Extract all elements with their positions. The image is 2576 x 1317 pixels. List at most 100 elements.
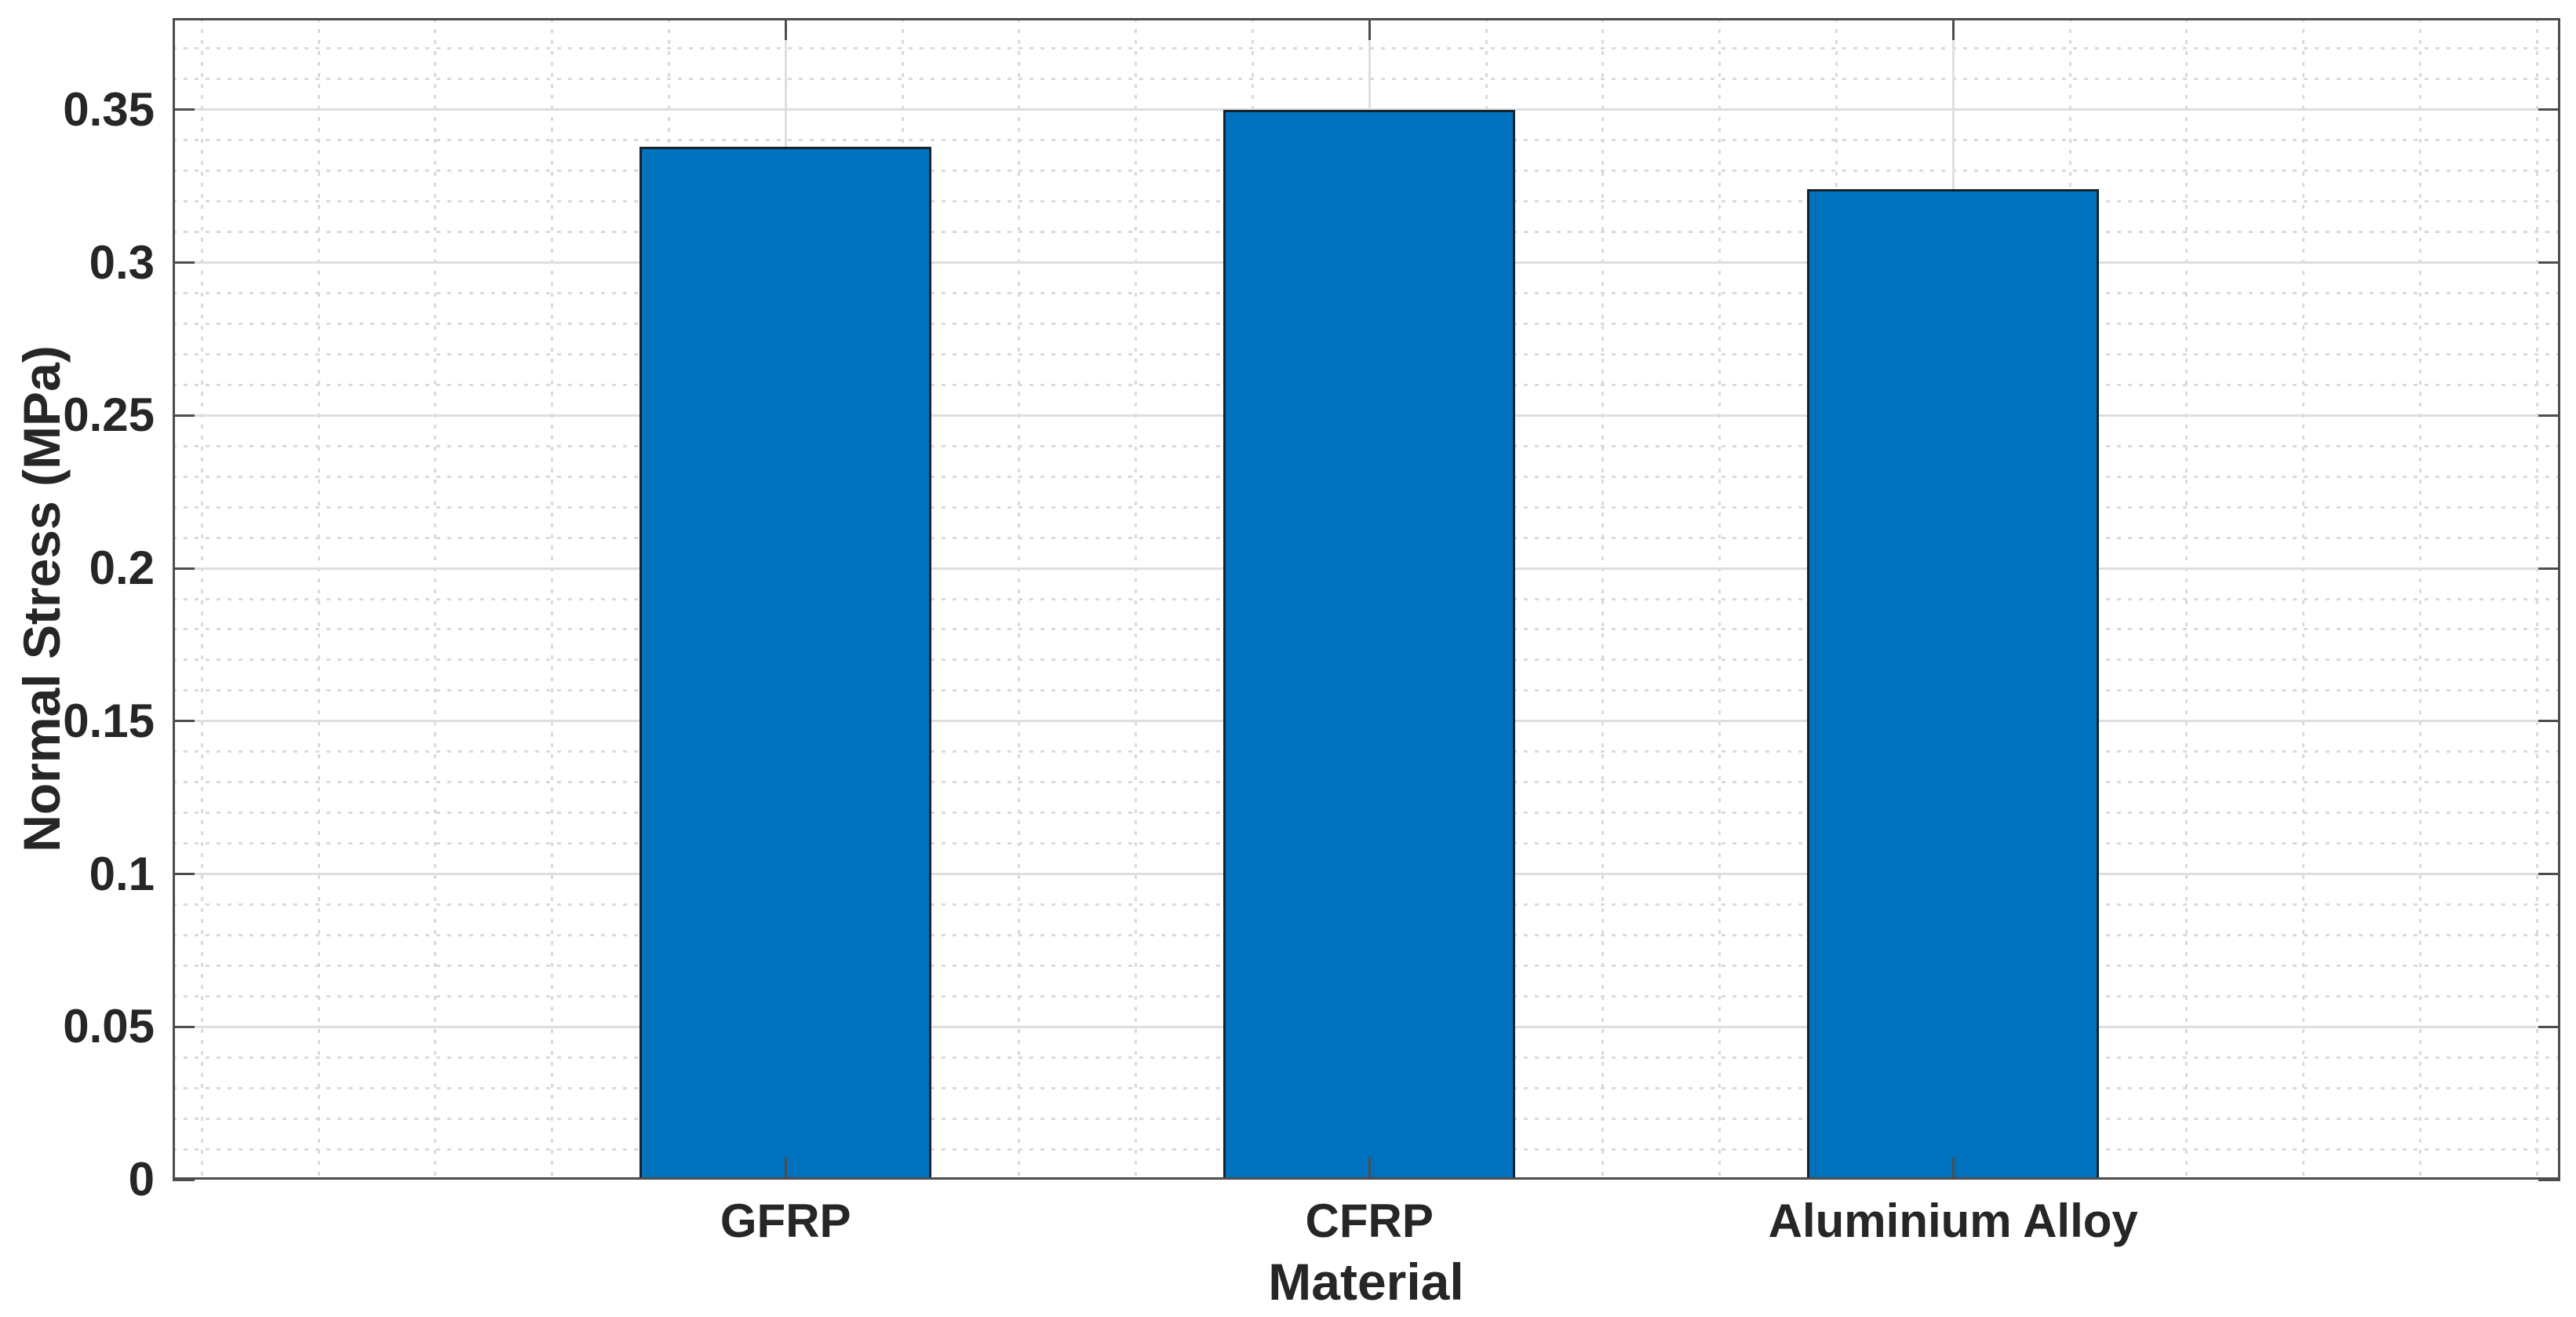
y-axis-label: Normal Stress (MPa) (13, 345, 71, 852)
grid-major-vertical (1951, 18, 1955, 1180)
y-tick-right (2538, 1178, 2560, 1181)
y-tick-left (173, 261, 195, 264)
y-tick-left (173, 567, 195, 570)
grid-major-horizontal (173, 567, 2560, 570)
bar-aluminium-alloy (1807, 189, 2100, 1180)
grid-minor-horizontal (173, 170, 2560, 173)
grid-minor-vertical (667, 18, 670, 1180)
grid-minor-horizontal (173, 781, 2560, 784)
grid-minor-vertical (2185, 18, 2188, 1180)
grid-minor-horizontal (173, 658, 2560, 662)
y-tick-left (173, 720, 195, 723)
grid-major-horizontal (173, 261, 2560, 264)
grid-minor-vertical (2068, 18, 2071, 1180)
x-axis-label: Material (1268, 1253, 1464, 1311)
grid-minor-horizontal (173, 994, 2560, 998)
grid-minor-vertical (1718, 18, 1722, 1180)
y-tick-right (2538, 414, 2560, 417)
grid-minor-horizontal (173, 292, 2560, 295)
y-tick-left (173, 1178, 195, 1181)
x-tick-top (1368, 18, 1371, 40)
grid-minor-horizontal (173, 47, 2560, 50)
y-tick-left (173, 1025, 195, 1028)
grid-minor-horizontal (173, 1147, 2560, 1151)
grid-minor-horizontal (173, 1056, 2560, 1059)
grid-minor-horizontal (173, 812, 2560, 815)
grid-major-horizontal (173, 873, 2560, 876)
grid-minor-vertical (901, 18, 904, 1180)
x-tick-bottom (784, 1158, 787, 1180)
x-tick-bottom (1951, 1158, 1955, 1180)
x-tick-label: CFRP (1305, 1195, 1434, 1247)
grid-minor-horizontal (173, 903, 2560, 906)
grid-minor-vertical (551, 18, 554, 1180)
grid-minor-vertical (1251, 18, 1254, 1180)
grid-major-vertical (1368, 18, 1371, 1180)
x-tick-label: GFRP (720, 1195, 851, 1247)
grid-minor-horizontal (173, 444, 2560, 447)
x-tick-top (784, 18, 787, 40)
grid-minor-vertical (317, 18, 320, 1180)
grid-major-horizontal (173, 720, 2560, 723)
grid-minor-horizontal (173, 597, 2560, 600)
grid-minor-horizontal (173, 231, 2560, 234)
y-tick-right (2538, 108, 2560, 111)
grid-minor-vertical (2535, 18, 2538, 1180)
x-tick-label: Aluminium Alloy (1768, 1195, 2138, 1247)
grid-minor-horizontal (173, 536, 2560, 539)
x-tick-top (1951, 18, 1955, 40)
y-tick-right (2538, 261, 2560, 264)
grid-minor-vertical (1485, 18, 1488, 1180)
grid-minor-vertical (200, 18, 203, 1180)
grid-minor-horizontal (173, 689, 2560, 692)
y-tick-label: 0 (128, 1153, 155, 1206)
y-tick-left (173, 873, 195, 876)
grid-major-vertical (784, 18, 787, 1180)
bar-cfrp (1223, 109, 1516, 1180)
grid-major-horizontal (173, 1025, 2560, 1028)
y-tick-label: 0.05 (63, 1000, 155, 1053)
plot-area-border (173, 18, 2560, 1180)
grid-minor-horizontal (173, 750, 2560, 753)
y-tick-label: 0.1 (89, 847, 155, 900)
grid-minor-horizontal (173, 383, 2560, 386)
grid-minor-vertical (1018, 18, 1021, 1180)
grid-major-horizontal (173, 414, 2560, 417)
y-tick-right (2538, 567, 2560, 570)
grid-minor-horizontal (173, 352, 2560, 356)
grid-minor-vertical (434, 18, 437, 1180)
grid-minor-horizontal (173, 139, 2560, 142)
grid-minor-horizontal (173, 628, 2560, 631)
grid-minor-horizontal (173, 200, 2560, 203)
grid-minor-horizontal (173, 322, 2560, 325)
grid-minor-vertical (1601, 18, 1605, 1180)
grid-minor-horizontal (173, 842, 2560, 845)
grid-minor-vertical (1135, 18, 1138, 1180)
grid-minor-horizontal (173, 1117, 2560, 1120)
grid-minor-vertical (2418, 18, 2421, 1180)
y-tick-right (2538, 720, 2560, 723)
grid-minor-horizontal (173, 1086, 2560, 1089)
grid-minor-horizontal (173, 933, 2560, 936)
grid-minor-horizontal (173, 475, 2560, 478)
grid-major-horizontal (173, 108, 2560, 111)
x-tick-bottom (1368, 1158, 1371, 1180)
grid-minor-vertical (2302, 18, 2305, 1180)
y-tick-label: 0.3 (89, 235, 155, 289)
grid-minor-vertical (1835, 18, 1838, 1180)
grid-minor-horizontal (173, 964, 2560, 967)
bar-gfrp (639, 146, 932, 1180)
y-tick-left (173, 108, 195, 111)
grid-minor-horizontal (173, 78, 2560, 81)
y-tick-label: 0.35 (63, 82, 155, 136)
y-tick-right (2538, 873, 2560, 876)
y-tick-left (173, 414, 195, 417)
y-tick-right (2538, 1025, 2560, 1028)
grid-minor-horizontal (173, 505, 2560, 509)
